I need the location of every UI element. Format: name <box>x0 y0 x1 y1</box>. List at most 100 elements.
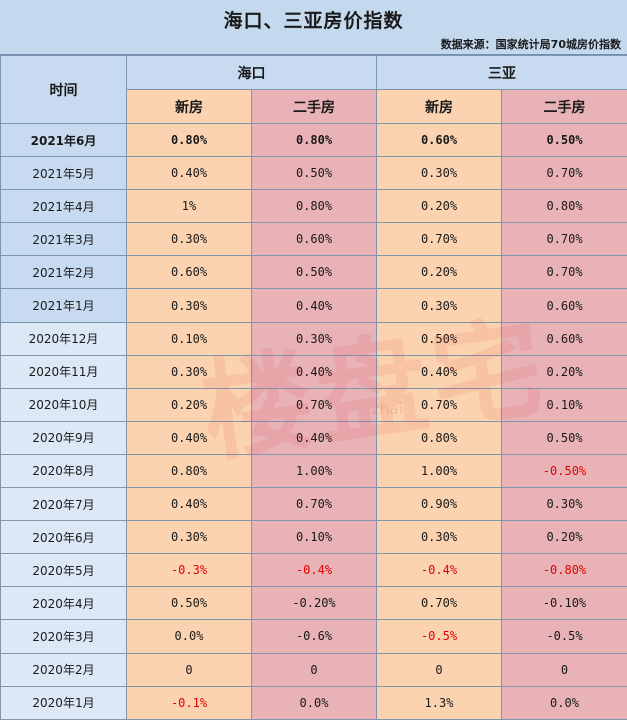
cell-haikou-used: 0.40% <box>251 288 377 323</box>
cell-month: 2020年9月 <box>0 420 127 455</box>
data-source-note: 数据来源：国家统计局70城房价指数 <box>440 38 621 51</box>
cell-sanya-new: 0.30% <box>376 520 502 555</box>
cell-haikou-used: -0.6% <box>251 619 377 654</box>
cell-haikou-new: 0.80% <box>126 453 252 489</box>
cell-haikou-used: -0.4% <box>251 553 377 588</box>
cell-sanya-used: -0.5% <box>501 619 627 654</box>
table-row: 2021年4月 1% 0.80% 0.20% 0.80% <box>0 189 627 224</box>
cell-sanya-used: 0.60% <box>501 288 627 323</box>
cell-sanya-used: 0.70% <box>501 222 627 257</box>
cell-sanya-used: 0 <box>501 652 627 687</box>
cell-haikou-used: -0.20% <box>251 586 377 621</box>
cell-haikou-new: 0.50% <box>126 586 252 621</box>
header-time: 时间 <box>0 55 127 124</box>
table-row: 2020年5月 -0.3% -0.4% -0.4% -0.80% <box>0 553 627 588</box>
cell-haikou-new: 0.80% <box>126 122 252 158</box>
cell-sanya-used: 0.0% <box>501 685 627 720</box>
cell-haikou-new: -0.3% <box>126 553 252 588</box>
cell-haikou-used: 0.40% <box>251 420 377 455</box>
cell-sanya-new: -0.5% <box>376 619 502 654</box>
cell-sanya-new: 0.60% <box>376 122 502 158</box>
cell-haikou-used: 0.80% <box>251 189 377 224</box>
cell-month: 2020年8月 <box>0 453 127 489</box>
cell-haikou-used: 0.10% <box>251 520 377 555</box>
cell-sanya-used: 0.70% <box>501 255 627 290</box>
cell-haikou-used: 0.0% <box>251 685 377 720</box>
cell-sanya-new: 0.70% <box>376 586 502 621</box>
header-haikou-used: 二手房 <box>251 89 377 124</box>
cell-haikou-used: 0.40% <box>251 354 377 389</box>
cell-haikou-new: 0.0% <box>126 619 252 654</box>
cell-month: 2021年3月 <box>0 222 127 257</box>
table-row: 2021年6月 0.80% 0.80% 0.60% 0.50% <box>0 122 627 158</box>
table-row: 2020年8月 0.80% 1.00% 1.00% -0.50% <box>0 453 627 489</box>
cell-sanya-new: -0.4% <box>376 553 502 588</box>
cell-sanya-new: 0.20% <box>376 189 502 224</box>
cell-month: 2020年3月 <box>0 619 127 654</box>
cell-month: 2020年7月 <box>0 487 127 522</box>
header-city-sanya: 三亚 <box>376 55 627 90</box>
table-row: 2020年6月 0.30% 0.10% 0.30% 0.20% <box>0 520 627 555</box>
cell-month: 2020年1月 <box>0 685 127 720</box>
cell-month: 2020年11月 <box>0 354 127 389</box>
table-body: 2021年6月 0.80% 0.80% 0.60% 0.50% 2021年5月 0.40% 0… <box>0 122 627 720</box>
cell-haikou-new: 0 <box>126 652 252 687</box>
table-row: 2020年1月 -0.1% 0.0% 1.3% 0.0% <box>0 685 627 720</box>
table-row: 2020年4月 0.50% -0.20% 0.70% -0.10% <box>0 586 627 621</box>
cell-sanya-used: 0.70% <box>501 156 627 191</box>
cell-month: 2021年5月 <box>0 156 127 191</box>
cell-month: 2020年5月 <box>0 553 127 588</box>
table-row: 2020年9月 0.40% 0.40% 0.80% 0.50% <box>0 420 627 455</box>
header-haikou-new: 新房 <box>126 89 252 124</box>
table-row: 2020年7月 0.40% 0.70% 0.90% 0.30% <box>0 487 627 522</box>
cell-sanya-used: 0.30% <box>501 487 627 522</box>
table-row: 2021年2月 0.60% 0.50% 0.20% 0.70% <box>0 255 627 290</box>
cell-sanya-new: 0.70% <box>376 387 502 422</box>
cell-sanya-used: 0.20% <box>501 520 627 555</box>
cell-sanya-used: -0.50% <box>501 453 627 489</box>
table-row: 2021年5月 0.40% 0.50% 0.30% 0.70% <box>0 156 627 191</box>
page-title: 海口、三亚房价指数 <box>223 10 404 32</box>
cell-sanya-new: 0.70% <box>376 222 502 257</box>
cell-haikou-new: 0.10% <box>126 321 252 356</box>
cell-haikou-used: 0.70% <box>251 487 377 522</box>
cell-month: 2021年1月 <box>0 288 127 323</box>
cell-sanya-new: 1.3% <box>376 685 502 720</box>
cell-sanya-new: 0.30% <box>376 288 502 323</box>
cell-month: 2021年6月 <box>0 122 127 158</box>
cell-haikou-used: 0.30% <box>251 321 377 356</box>
cell-haikou-used: 0.50% <box>251 255 377 290</box>
cell-haikou-new: 0.60% <box>126 255 252 290</box>
cell-haikou-new: 0.40% <box>126 420 252 455</box>
cell-haikou-new: -0.1% <box>126 685 252 720</box>
cell-month: 2020年2月 <box>0 652 127 687</box>
cell-sanya-new: 1.00% <box>376 453 502 489</box>
cell-sanya-new: 0.20% <box>376 255 502 290</box>
cell-haikou-new: 0.30% <box>126 354 252 389</box>
header-sanya-new: 新房 <box>376 89 502 124</box>
header-city-haikou: 海口 <box>126 55 377 90</box>
cell-sanya-used: 0.60% <box>501 321 627 356</box>
cell-haikou-used: 1.00% <box>251 453 377 489</box>
cell-sanya-used: 0.50% <box>501 420 627 455</box>
cell-haikou-used: 0 <box>251 652 377 687</box>
cell-haikou-new: 0.30% <box>126 222 252 257</box>
cell-month: 2020年6月 <box>0 520 127 555</box>
cell-sanya-used: -0.80% <box>501 553 627 588</box>
cell-haikou-new: 0.30% <box>126 520 252 555</box>
cell-sanya-used: 0.80% <box>501 189 627 224</box>
cell-haikou-used: 0.50% <box>251 156 377 191</box>
cell-month: 2021年4月 <box>0 189 127 224</box>
title-bar: 海口、三亚房价指数 数据来源：国家统计局70城房价指数 <box>0 0 627 55</box>
table-row: 2020年11月 0.30% 0.40% 0.40% 0.20% <box>0 354 627 389</box>
cell-haikou-used: 0.80% <box>251 122 377 158</box>
cell-month: 2020年12月 <box>0 321 127 356</box>
table-row: 2021年3月 0.30% 0.60% 0.70% 0.70% <box>0 222 627 257</box>
table-row: 2020年3月 0.0% -0.6% -0.5% -0.5% <box>0 619 627 654</box>
cell-haikou-used: 0.60% <box>251 222 377 257</box>
cell-sanya-used: 0.50% <box>501 122 627 158</box>
header-sanya-used: 二手房 <box>501 89 627 124</box>
table-row: 2020年10月 0.20% 0.70% 0.70% 0.10% <box>0 387 627 422</box>
cell-month: 2021年2月 <box>0 255 127 290</box>
